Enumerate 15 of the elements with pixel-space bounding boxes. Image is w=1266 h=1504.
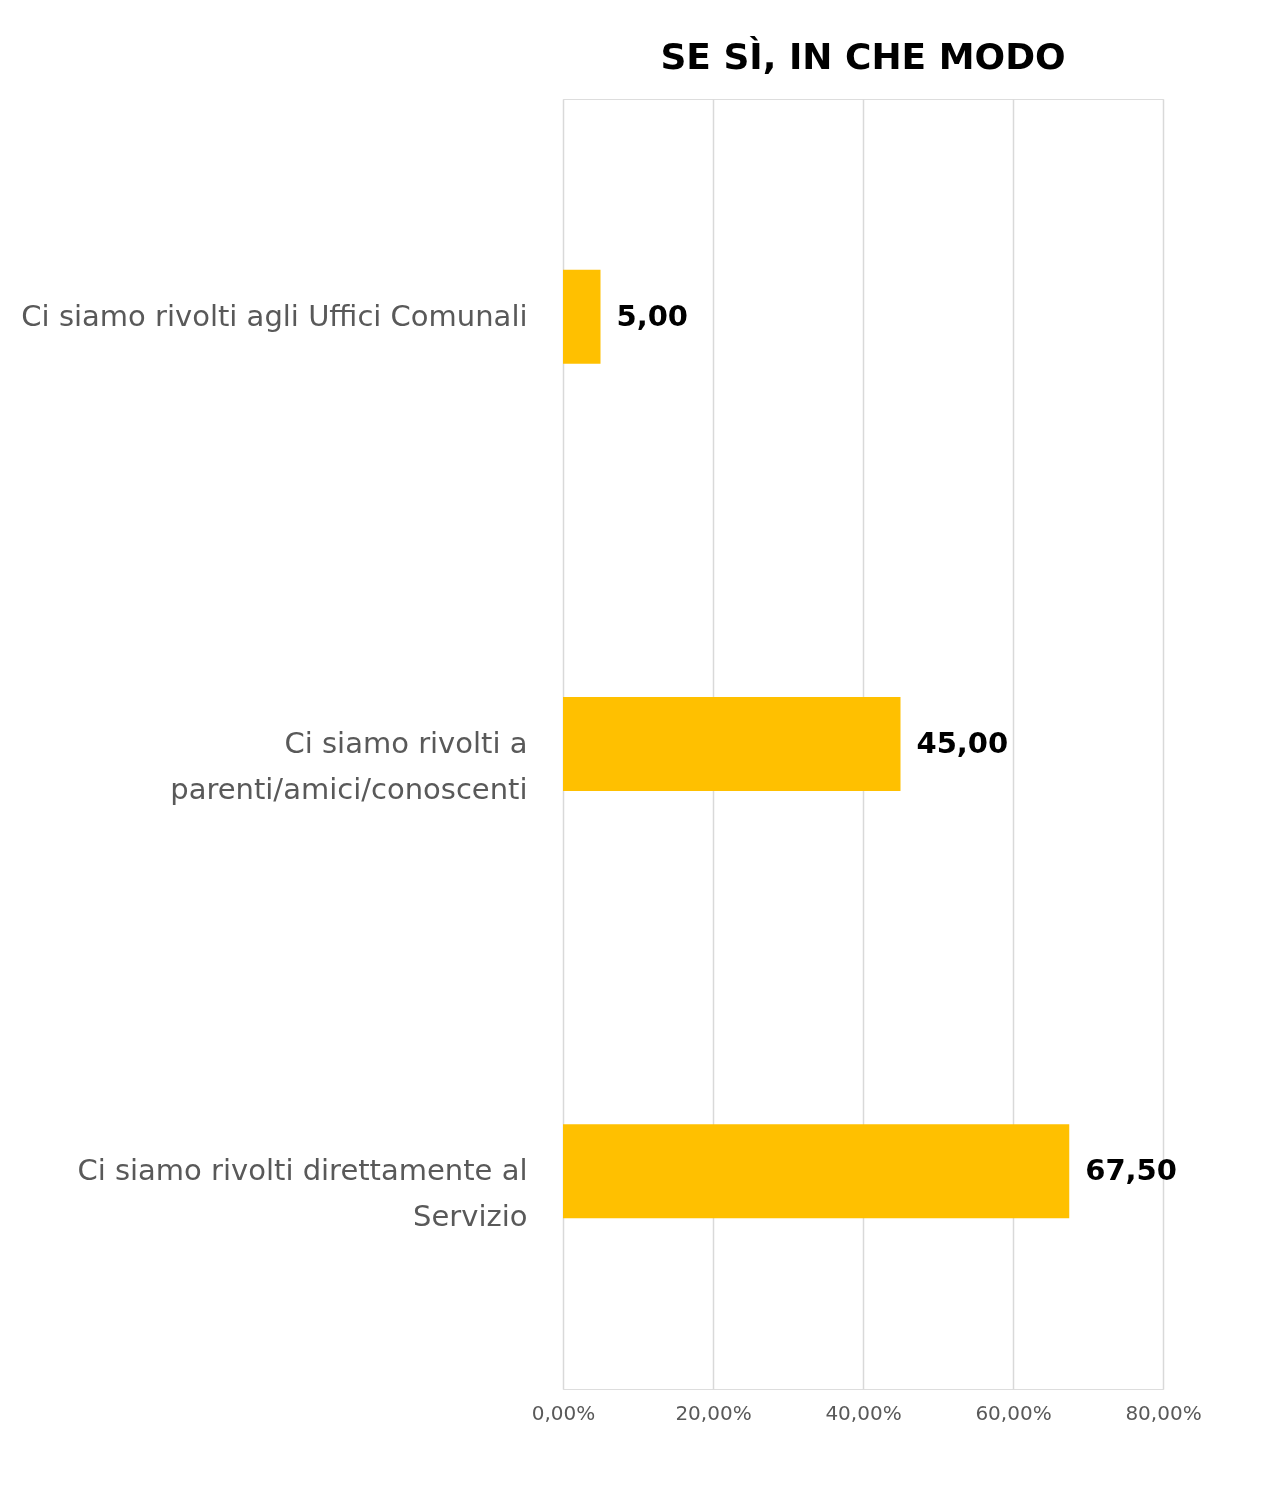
y-tick-label: Ci siamo rivolti direttamente al Servizio	[77, 1153, 528, 1234]
x-tick-label: 60,00%	[975, 1400, 1052, 1425]
chart-title: SE SÌ, IN CHE MODO	[660, 36, 1066, 77]
x-tick-label: 20,00%	[675, 1400, 752, 1425]
data-label: 5,00	[616, 298, 689, 333]
x-tick-label: 40,00%	[825, 1400, 902, 1425]
bar	[563, 1124, 1070, 1219]
x-tick-label: 0,00%	[531, 1400, 596, 1425]
data-label: 45,00	[916, 726, 1009, 760]
data-label: 67,50	[1085, 1153, 1177, 1188]
x-tick-label: 80,00%	[1125, 1400, 1202, 1425]
y-tick-label: Ci siamo rivolti a parenti/amici/conoscenti	[170, 726, 528, 806]
y-tick-label: Ci siamo rivolti agli Uffici Comunali	[21, 298, 528, 333]
bar	[563, 697, 901, 791]
bar	[563, 269, 601, 364]
